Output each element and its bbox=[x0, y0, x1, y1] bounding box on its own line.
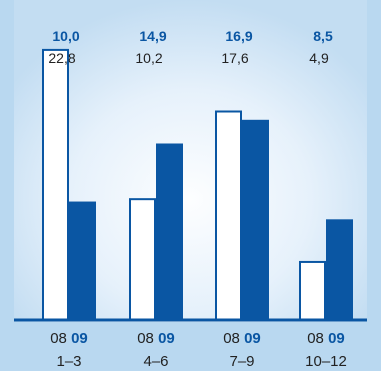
year-label-2009: 09 bbox=[158, 330, 175, 347]
value-label-2008-1: 22,8 bbox=[48, 50, 75, 66]
bar-2009-1 bbox=[69, 201, 96, 320]
bar-2008-2 bbox=[129, 198, 156, 322]
year-label-2008: 08 bbox=[307, 330, 328, 347]
year-label-2009: 09 bbox=[244, 330, 261, 347]
year-labels-3: 08 09 bbox=[223, 330, 261, 347]
bar-2008-4 bbox=[299, 260, 326, 322]
bar-2009-2 bbox=[156, 143, 183, 320]
value-label-2009-1: 10,0 bbox=[52, 28, 79, 44]
bar-2008-3 bbox=[215, 110, 242, 321]
year-labels-2: 08 09 bbox=[137, 330, 175, 347]
bar-2009-3 bbox=[242, 119, 269, 320]
bar-2008-1 bbox=[42, 48, 69, 322]
category-label-1: 1–3 bbox=[56, 353, 81, 370]
year-label-2009: 09 bbox=[71, 330, 88, 347]
value-label-2009-2: 14,9 bbox=[139, 28, 166, 44]
value-label-2008-4: 4,9 bbox=[309, 50, 329, 66]
category-label-2: 4–6 bbox=[143, 353, 168, 370]
year-label-2008: 08 bbox=[50, 330, 71, 347]
category-label-4: 10–12 bbox=[305, 353, 347, 370]
value-label-2009-3: 16,9 bbox=[225, 28, 252, 44]
value-label-2008-2: 10,2 bbox=[135, 50, 162, 66]
year-label-2008: 08 bbox=[137, 330, 158, 347]
category-label-3: 7–9 bbox=[229, 353, 254, 370]
value-label-2008-3: 17,6 bbox=[221, 50, 248, 66]
year-labels-1: 08 09 bbox=[50, 330, 88, 347]
value-label-2009-4: 8,5 bbox=[313, 28, 333, 44]
year-label-2009: 09 bbox=[328, 330, 345, 347]
year-labels-4: 08 09 bbox=[307, 330, 345, 347]
bar-2009-4 bbox=[326, 219, 353, 320]
year-label-2008: 08 bbox=[223, 330, 244, 347]
